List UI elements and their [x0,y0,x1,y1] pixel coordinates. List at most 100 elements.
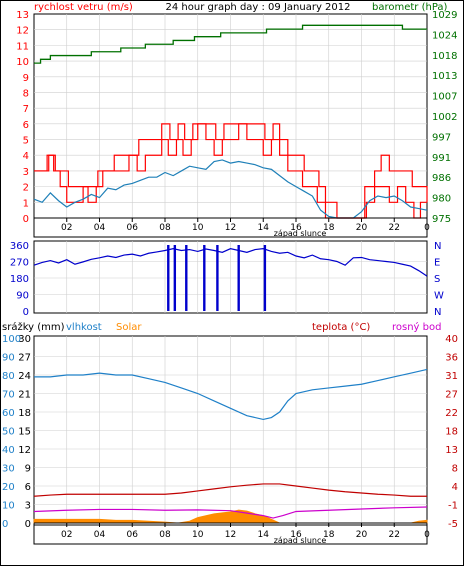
panel1-right-axis-label: barometr (hPa) [372,2,448,13]
panel3-temp-tick: 31 [445,371,458,382]
panel3-rain-tick: 6 [25,482,31,493]
panel3-temp-tick: 8 [452,464,458,475]
panel2-left-tick: 360 [10,241,29,252]
panel3-x-tick-label: 12 [225,530,236,540]
panel1-x-tick-label: 22 [389,223,400,233]
pressure-line [34,24,427,64]
panel2-grid [34,241,427,313]
panel3-temp-tick: 36 [445,353,458,364]
panel1-xlabel: západ slunce [274,229,327,238]
legend-rain: srážky (mm) [2,321,65,333]
temperature-line [33,483,427,497]
panel1-x-tick-label: 14 [258,223,270,233]
panel3-left-ticks: 0 3 6 9 12 15 18 21 24 27 30 0 10 20 30 40 50 60 70 80 90 100 [2,334,31,530]
panel3-humidity-tick: 90 [2,353,15,364]
panel3-temp-tick: -1 [448,501,458,512]
panel1-left-tick: 5 [23,136,29,147]
panel3-x-tick-label: 16 [290,530,302,540]
panel3-temp-tick: 40 [445,334,458,345]
panel3-humidity-tick: 80 [2,371,15,382]
panel3-humidity-tick: 30 [2,464,15,475]
panel3-rain-tick: 18 [18,408,31,419]
panel1-x-tick-label: 12 [225,223,236,233]
panel1-right-tick: 980 [432,194,451,205]
panel1-right-tick: 1029 [432,10,457,21]
panel1-right-tick: 1013 [432,71,457,82]
panel3-x-tick-label: 18 [323,530,335,540]
panel3-rain-tick: 30 [18,334,31,345]
panel3-right-ticks: -5 -1 4 8 13 18 22 27 31 36 40 [445,334,458,530]
panel1-right-ticks: 975 980 986 991 997 1002 1007 1013 1018 1024 1029 [432,10,457,225]
panel1-x-tick-label: 10 [192,223,204,233]
panel1-right-tick: 1002 [432,112,457,123]
panel1-right-tick: 997 [432,132,451,143]
wind-direction-line [33,248,428,277]
panel1-left-tick: 7 [23,104,29,115]
gust-line [34,123,428,219]
panel2-right-tick: N [434,307,441,318]
panel3-humidity-tick: 60 [2,408,15,419]
panel2-right-tick: W [434,291,444,302]
panel3-humidity-tick: 50 [2,427,15,438]
legend-solar: Solar [116,322,142,333]
panel1-right-tick: 991 [432,153,451,164]
panel1-right-tick: 1018 [432,51,457,62]
panel2-left-ticks: 0 90 180 270 360 [10,241,29,318]
panel3-rain-tick: 24 [18,371,31,382]
panel1-left-tick: 8 [23,88,29,99]
panel1-left-axis-label: rychlost vetru (m/s) [34,2,133,13]
panel1-x-tick-label: 08 [159,223,171,233]
panel1-left-tick: 0 [23,214,29,225]
panel3-rain-tick: 15 [18,427,31,438]
panel1-left-tick: 13 [16,10,29,21]
panel2-left-tick: 180 [10,274,29,285]
legend-dewpoint: rosný bod [392,321,441,333]
panel3-temp-tick: 22 [445,408,458,419]
panel3-rain-tick: 21 [18,390,31,401]
panel2-left-tick: 270 [10,258,29,269]
panel1-left-tick: 10 [16,57,29,68]
panel1-left-tick: 1 [23,198,29,209]
panel3-xlabel: západ slunce [274,536,327,545]
panel3-rain-tick: 3 [25,501,31,512]
panel2-right-tick: S [434,274,440,285]
panel1-x-tick-label: 16 [290,223,302,233]
panel3-x-tick-label: 22 [389,530,400,540]
panel3-x-tick-label: 02 [61,530,72,540]
panel3-temp-tick: 13 [445,445,458,456]
panel3-temp-tick: 4 [452,482,458,493]
panel1-right-tick: 1024 [432,30,457,41]
panel1-series [33,24,428,219]
panel1-left-tick: 4 [23,151,29,162]
panel1-right-tick: 986 [432,173,451,184]
panel2-right-tick: N [434,241,441,252]
panel1-x-tick-label: 06 [127,223,139,233]
panel3-xaxis-box [33,524,428,545]
panel1-left-tick: 3 [23,167,29,178]
humidity-line [34,368,428,421]
panel3-x-tick-label: 20 [356,530,368,540]
avg-wind-line [33,159,428,219]
panel3-x-tick-label: 04 [94,530,106,540]
panel1-xaxis-box [33,217,428,238]
panel3-rain-tick: 27 [18,353,31,364]
panel1-right-tick: 975 [432,214,451,225]
panel1-left-tick: 2 [23,183,29,194]
panel3-humidity-tick: 10 [2,501,15,512]
panel3-humidity-tick: 100 [2,334,21,345]
panel3-humidity-tick: 40 [2,445,15,456]
panel1-x-tick-label: 04 [94,223,106,233]
panel1-x-tick-label: 02 [61,223,72,233]
panel1-left-tick: 12 [16,26,29,37]
panel3-humidity-tick: 0 [2,519,8,530]
legend-humidity: vlhkost [66,322,102,333]
panel3-x-tick-label: 14 [258,530,270,540]
dewpoint-line [33,506,428,519]
panel3-x-tick-label: 10 [192,530,204,540]
panel3-series [33,368,428,524]
panel3-rain-tick: 9 [25,464,31,475]
panel1-left-tick: 9 [23,73,29,84]
panel3-temp-tick: 27 [445,390,458,401]
